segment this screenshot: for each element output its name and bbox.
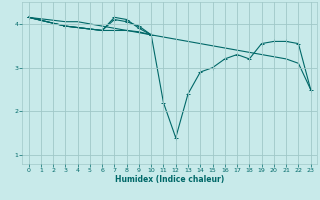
X-axis label: Humidex (Indice chaleur): Humidex (Indice chaleur) xyxy=(115,175,224,184)
